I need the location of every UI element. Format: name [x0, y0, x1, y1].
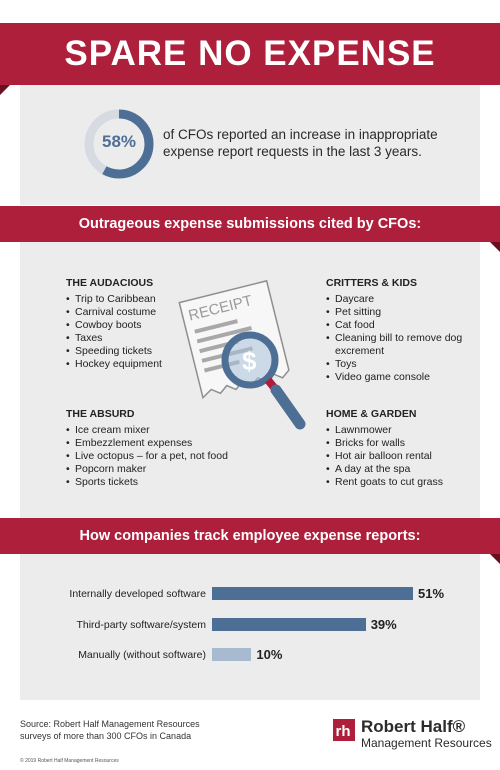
submissions-heading: Outrageous expense submissions cited by …: [78, 216, 422, 232]
bar-category-label: Internally developed software: [69, 588, 206, 600]
list-item: Sports tickets: [66, 476, 266, 489]
list-item: Speeding tickets: [66, 345, 236, 358]
list-item: Bricks for walls: [326, 437, 476, 450]
svg-text:rh: rh: [336, 723, 351, 740]
bar: [212, 648, 252, 661]
list-item: Ice cream mixer: [66, 424, 266, 437]
list-item: A day at the spa: [326, 463, 476, 476]
bar-value-label: 39%: [370, 617, 397, 632]
logo-mark-icon: rh: [333, 719, 355, 741]
bar-category-label: Manually (without software): [78, 649, 206, 661]
group-title: HOME & GARDEN: [326, 408, 417, 420]
bar: [212, 587, 413, 600]
tracking-heading: How companies track employee expense rep…: [79, 528, 421, 544]
dollar-sign-icon: $: [242, 346, 257, 376]
group-absurd: THE ABSURD Ice cream mixer Embezzlement …: [66, 408, 266, 489]
list-item: Carnival costume: [66, 306, 236, 319]
list-item: Hot air balloon rental: [326, 450, 476, 463]
group-critters-kids: CRITTERS & KIDS Daycare Pet sitting Cat …: [326, 277, 476, 384]
copyright: © 2019 Robert Half Management Resources: [20, 758, 119, 764]
group-title: THE AUDACIOUS: [66, 277, 154, 289]
tracking-banner: How companies track employee expense rep…: [0, 518, 500, 564]
source-note: Source: Robert Half Management Resources…: [20, 718, 250, 742]
list-item: Embezzlement expenses: [66, 437, 266, 450]
list-item: Video game console: [326, 371, 476, 384]
title-banner: SPARE NO EXPENSE: [0, 23, 500, 95]
logo-subtitle: Management Resources: [361, 736, 492, 750]
list-item: Trip to Caribbean: [66, 293, 236, 306]
submissions-banner: Outrageous expense submissions cited by …: [0, 206, 500, 252]
stat-panel: [20, 85, 480, 205]
list-item: Cat food: [326, 319, 476, 332]
logo-name: Robert Half®: [361, 717, 466, 736]
list-item: Cowboy boots: [66, 319, 236, 332]
stat-donut: [84, 109, 154, 179]
list-item: Cleaning bill to remove dog excrement: [326, 332, 476, 358]
stat-description: of CFOs reported an increase in inapprop…: [163, 127, 438, 159]
donut-value-arc: [84, 109, 154, 179]
group-audacious: THE AUDACIOUS Trip to Caribbean Carnival…: [66, 277, 236, 371]
list-item: Pet sitting: [326, 306, 476, 319]
bar-value-label: 51%: [418, 586, 445, 601]
group-title: CRITTERS & KIDS: [326, 277, 418, 289]
list-item: Taxes: [66, 332, 236, 345]
page-title: SPARE NO EXPENSE: [64, 34, 436, 73]
source-line: surveys of more than 300 CFOs in Canada: [20, 731, 192, 741]
bar-value-label: 10%: [256, 647, 283, 662]
magnifying-glass-icon: $: [221, 331, 306, 430]
list-item: Toys: [326, 358, 476, 371]
group-home-garden: HOME & GARDEN Lawnmower Bricks for walls…: [326, 408, 476, 489]
robert-half-logo: rh Robert Half® Management Resources: [333, 717, 492, 750]
list-item: Rent goats to cut grass: [326, 476, 476, 489]
bar: [212, 618, 366, 631]
list-item: Hockey equipment: [66, 358, 236, 371]
list-item: Popcorn maker: [66, 463, 266, 476]
group-title: THE ABSURD: [66, 408, 135, 420]
list-item: Daycare: [326, 293, 476, 306]
list-item: Lawnmower: [326, 424, 476, 437]
stat-value: 58%: [101, 132, 137, 151]
bar-category-label: Third-party software/system: [76, 619, 206, 631]
list-item: Live octopus – for a pet, not food: [66, 450, 266, 463]
source-line: Source: Robert Half Management Resources: [20, 719, 200, 729]
receipt-magnifier-illustration: RECEIPT $: [178, 279, 306, 430]
